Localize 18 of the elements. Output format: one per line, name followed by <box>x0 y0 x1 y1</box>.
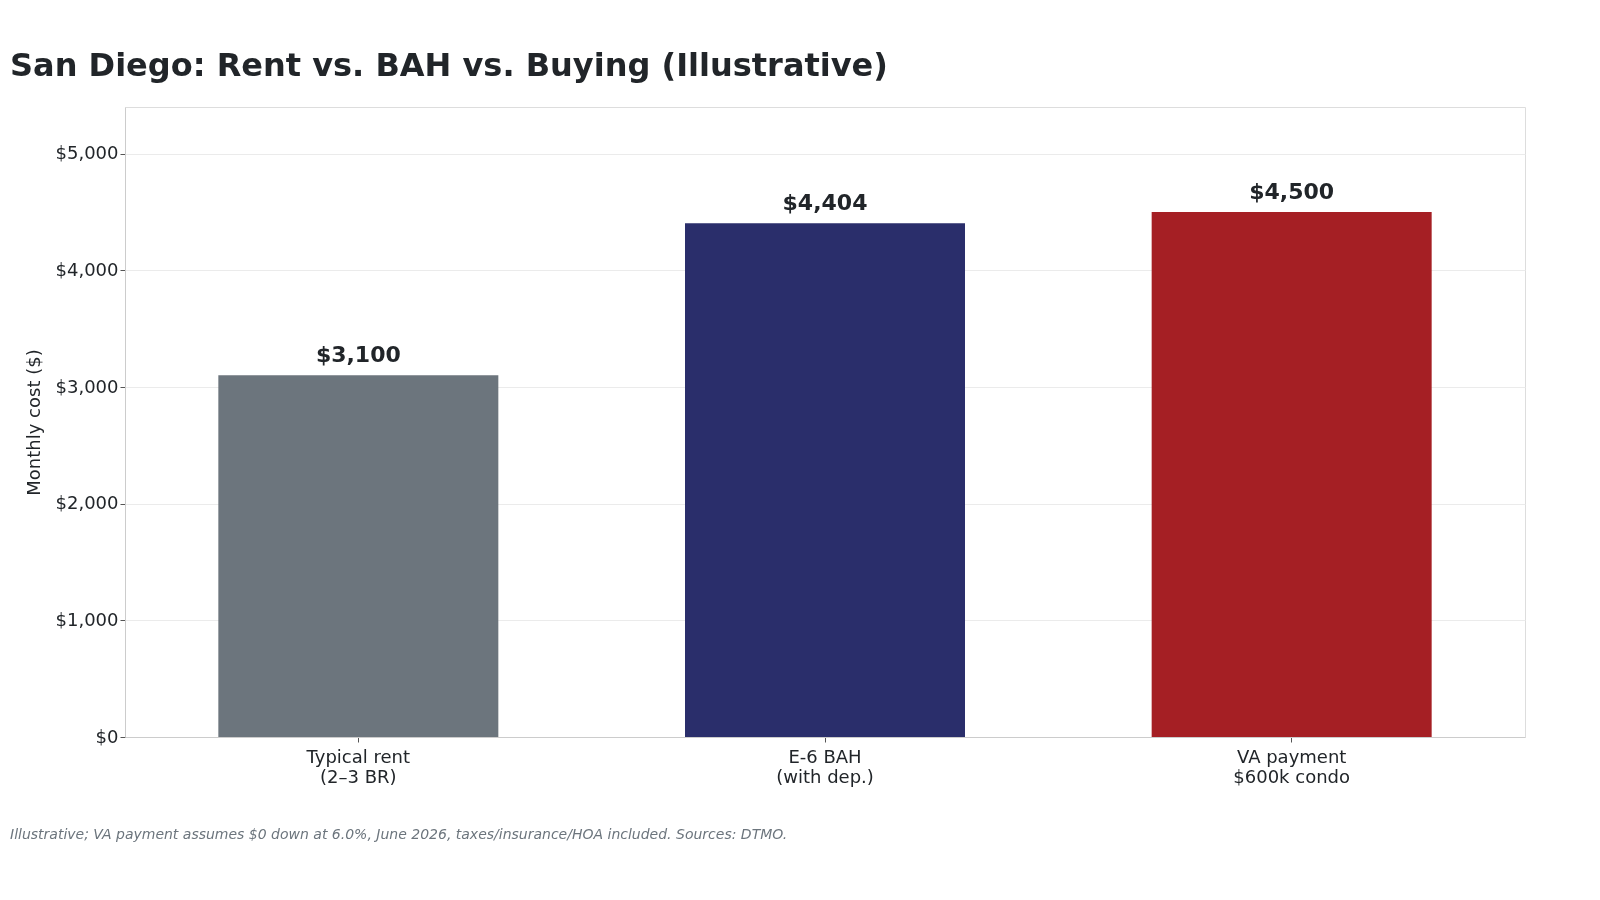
y-tick-label: $5,000 <box>55 142 119 164</box>
chart-title: San Diego: Rent vs. BAH vs. Buying (Illustrative) <box>10 46 888 84</box>
data-label: $4,404 <box>782 190 868 216</box>
y-axis-title: Monthly cost ($) <box>22 349 44 496</box>
x-tick-label: E-6 BAH (with dep.) <box>776 745 874 787</box>
bar <box>685 223 965 737</box>
data-label: $4,500 <box>1249 179 1335 204</box>
bar <box>218 375 499 737</box>
x-tick-label: VA payment $600k condo <box>1233 745 1351 787</box>
y-tick-label: $3,000 <box>55 375 119 397</box>
x-tick-label: Typical rent (2–3 BR) <box>305 745 411 787</box>
y-tick-label: $2,000 <box>55 492 119 514</box>
data-label: $3,100 <box>315 342 401 368</box>
y-tick-label: $1,000 <box>55 608 119 630</box>
y-tick-label: $4,000 <box>55 258 119 280</box>
y-tick-label: $0 <box>95 725 119 747</box>
bar <box>1151 212 1432 737</box>
text: Illustrative; VA payment assumes $0 down at 6.0%, June 2026, taxes/insurance/HOA included. Sources: DTMO. <box>10 826 788 842</box>
